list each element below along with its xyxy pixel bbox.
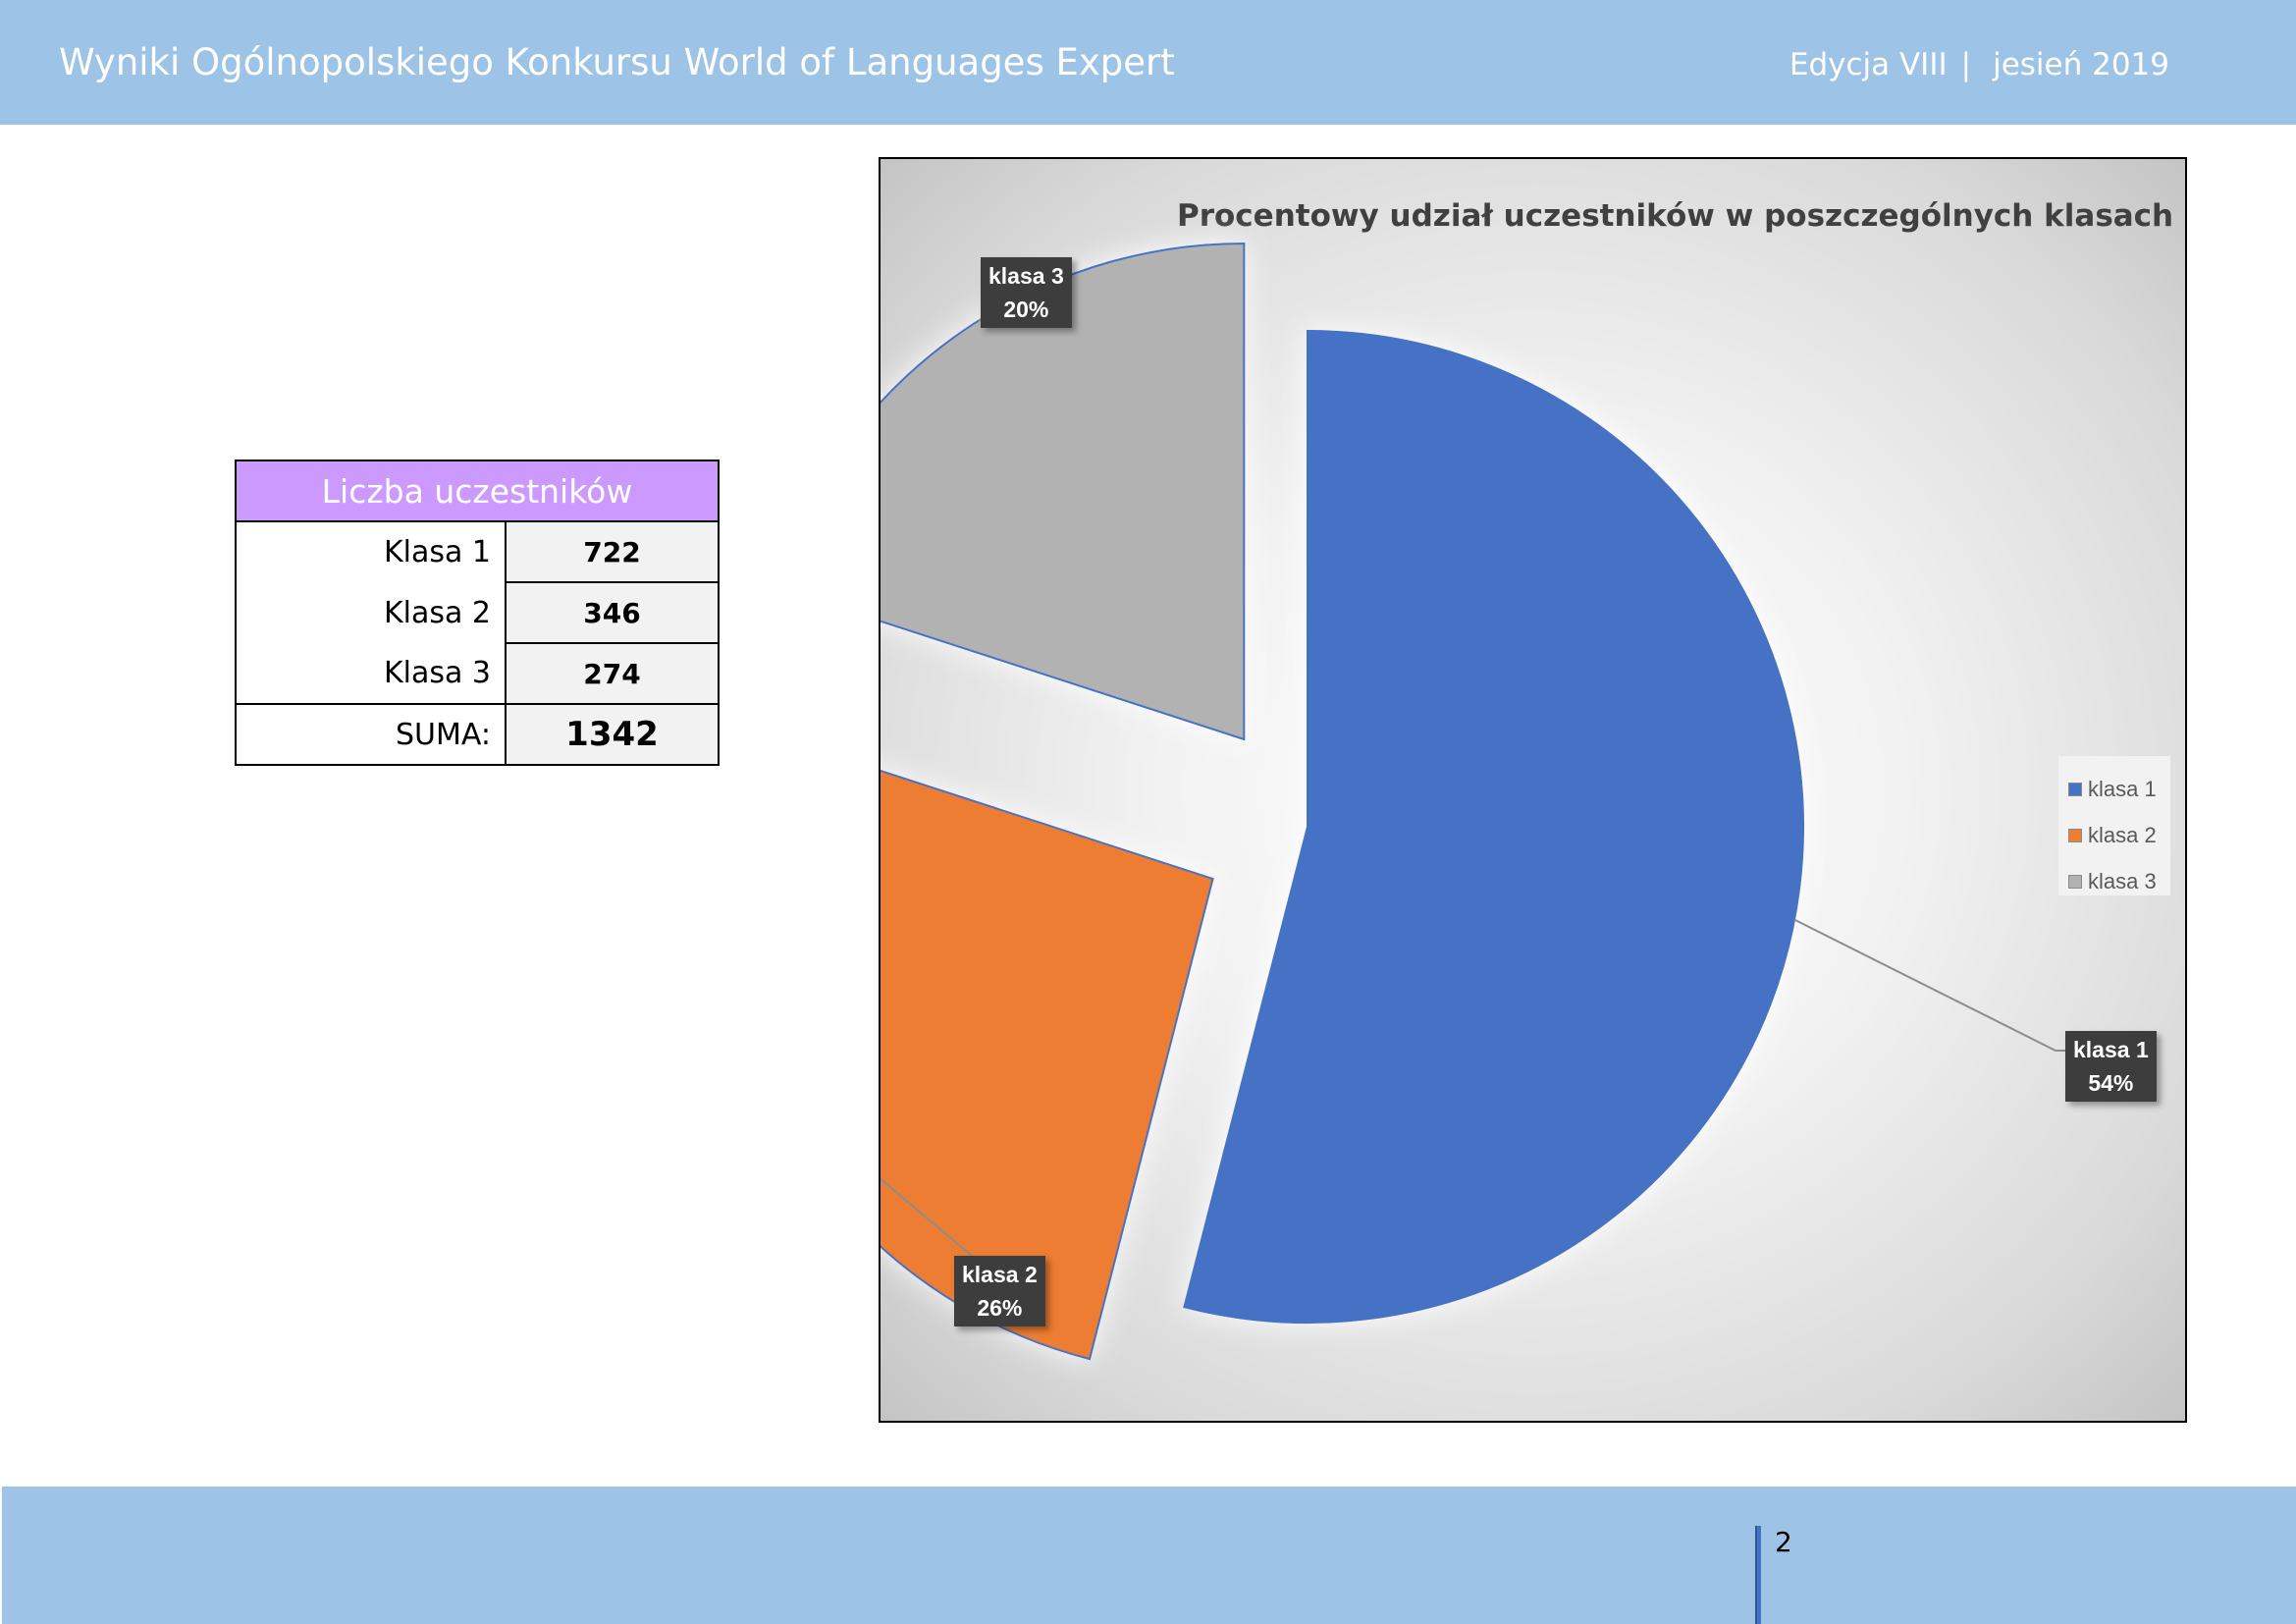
data-label-klasa-2: klasa 2 26% xyxy=(954,1256,1045,1326)
legend-item: klasa 3 xyxy=(2058,858,2170,904)
pie-slice-klasa-1 xyxy=(1183,329,1804,1324)
pie-chart-plot xyxy=(881,243,2065,1361)
data-label-name: klasa 2 xyxy=(962,1262,1038,1287)
season-label: jesień 2019 xyxy=(1993,47,2169,82)
table-header: Liczba uczestników xyxy=(235,460,720,522)
leader-line xyxy=(1793,918,2065,1052)
row-value: 722 xyxy=(505,520,720,583)
data-label-percent: 54% xyxy=(2088,1070,2134,1096)
legend-label: klasa 2 xyxy=(2088,822,2157,847)
row-value: 274 xyxy=(505,642,720,705)
total-row: SUMA: 1342 xyxy=(235,703,720,766)
legend-item: klasa 2 xyxy=(2058,812,2170,858)
table-row: Klasa 2 346 xyxy=(235,581,720,644)
data-label-name: klasa 3 xyxy=(988,263,1064,289)
total-label: SUMA: xyxy=(235,703,507,766)
row-label: Klasa 3 xyxy=(235,643,506,704)
row-label: Klasa 1 xyxy=(235,521,506,582)
legend-label: klasa 1 xyxy=(2088,776,2157,801)
data-label-name: klasa 1 xyxy=(2073,1037,2149,1062)
chart-legend: klasa 1 klasa 2 klasa 3 xyxy=(2058,756,2170,895)
table-row: Klasa 1 722 xyxy=(235,520,720,583)
edition-separator: | xyxy=(1960,47,1972,82)
page-header: Wyniki Ogólnopolskiego Konkursu World of… xyxy=(0,0,2296,125)
chart-title: Procentowy udział uczestników w poszczeg… xyxy=(1177,198,2174,234)
pie-chart: Procentowy udział uczestników w poszczeg… xyxy=(879,157,2187,1423)
pie-slice-klasa-2 xyxy=(881,769,1214,1361)
legend-item: klasa 1 xyxy=(2058,766,2170,812)
table-row: Klasa 3 274 xyxy=(235,642,720,705)
data-label-klasa-3: klasa 3 20% xyxy=(981,257,1072,328)
legend-swatch xyxy=(2068,782,2082,796)
data-label-percent: 20% xyxy=(1003,297,1049,322)
participants-table: Liczba uczestników Klasa 1 722 Klasa 2 3… xyxy=(235,460,720,766)
legend-label: klasa 3 xyxy=(2088,868,2157,893)
row-value: 346 xyxy=(505,581,720,644)
legend-swatch xyxy=(2068,828,2082,842)
total-value: 1342 xyxy=(505,703,720,766)
footer-rule xyxy=(1755,1526,1761,1624)
data-label-klasa-1: klasa 1 54% xyxy=(2065,1031,2157,1102)
pie-slice-klasa-3 xyxy=(881,243,1246,741)
data-label-percent: 26% xyxy=(977,1295,1023,1321)
row-label: Klasa 2 xyxy=(235,582,506,643)
page-number: 2 xyxy=(1775,1526,1792,1558)
legend-swatch xyxy=(2068,874,2082,889)
document-title: Wyniki Ogólnopolskiego Konkursu World of… xyxy=(59,41,1175,83)
leader-line xyxy=(881,1177,973,1257)
edition-label: Edycja VIII xyxy=(1789,47,1948,82)
edition-info: Edycja VIII | jesień 2019 xyxy=(1789,47,2169,82)
page-footer: 2 xyxy=(2,1487,2296,1624)
